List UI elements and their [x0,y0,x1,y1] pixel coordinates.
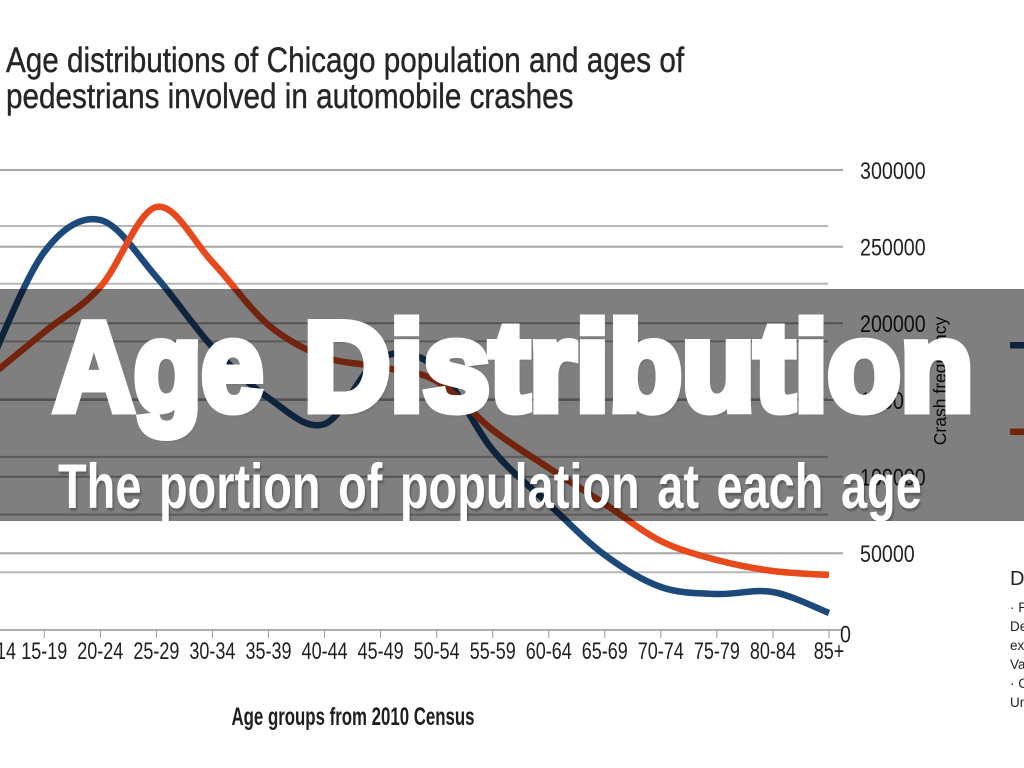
svg-text:Univ. of Illinois at Chicago: Univ. of Illinois at Chicago [1010,695,1024,710]
svg-text:250000: 250000 [860,234,926,261]
svg-text:· Population data from 2010: · Population data from 2010 [1010,600,1024,615]
svg-text:60-64: 60-64 [526,638,572,664]
svg-text:50000: 50000 [860,540,915,567]
svg-text:85+: 85+ [814,638,845,664]
svg-text:20-24: 20-24 [77,638,123,664]
svg-text:15-19: 15-19 [21,638,67,664]
svg-text:40-44: 40-44 [302,638,348,664]
svg-text:Decennial Census, retrieved: Decennial Census, retrieved [1010,619,1024,634]
svg-text:80-84: 80-84 [750,638,796,664]
svg-text:extracted with American Fact: extracted with American Fact [1010,638,1024,653]
svg-text:75-79: 75-79 [694,638,740,664]
svg-text:Data sources: Data sources [1010,568,1024,590]
svg-text:Age groups from 2010 Census: Age groups from 2010 Census [232,703,475,731]
svg-text:300000: 300000 [860,157,926,184]
svg-text:65-69: 65-69 [582,638,628,664]
svg-text:55-59: 55-59 [470,638,516,664]
svg-text:14: 14 [0,638,16,664]
svg-text:50-54: 50-54 [414,638,460,664]
svg-text:25-29: 25-29 [133,638,179,664]
svg-text:30-34: 30-34 [189,638,235,664]
svg-text:VaFinder tool (factfinder2): VaFinder tool (factfinder2) [1010,657,1024,672]
svg-text:45-49: 45-49 [358,638,404,664]
svg-text:70-74: 70-74 [638,638,684,664]
svg-text:· Crash data from Illinois: · Crash data from Illinois [1010,676,1024,691]
svg-text:35-39: 35-39 [245,638,291,664]
svg-text:0: 0 [840,620,851,647]
